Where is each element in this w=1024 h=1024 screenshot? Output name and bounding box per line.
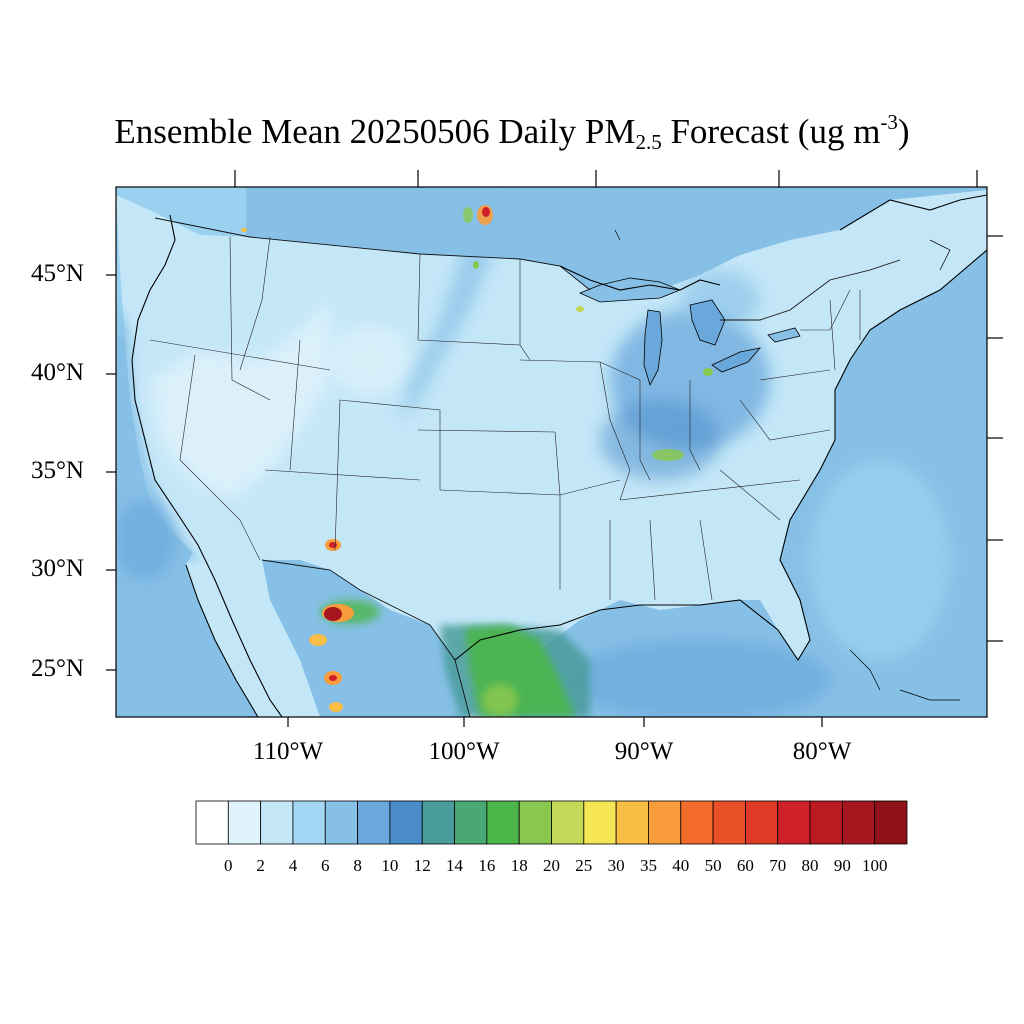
coastlines (131, 194, 987, 717)
colorbar-swatch (809, 800, 843, 845)
colorbar-swatch (486, 800, 520, 845)
fire-hotspot-d-core (329, 675, 337, 681)
fire-hotspot-a-core (324, 607, 342, 621)
colorbar-tick-label: 4 (288, 856, 298, 875)
map-title: Ensemble Mean 20250506 Daily PM2.5 Forec… (114, 110, 910, 154)
colorbar-swatch (777, 800, 811, 845)
colorbar-tick-label: 100 (861, 856, 888, 875)
lat-label-40n: 40°N (30, 359, 84, 386)
colorbar-swatch (745, 800, 779, 845)
colorbar-tick-label: 0 (224, 856, 233, 875)
fire-hotspot-north-core (482, 207, 490, 217)
socal-offshore-band (116, 500, 175, 580)
lake-ontario (767, 327, 801, 343)
colorbar-tick-label: 14 (446, 856, 463, 875)
map-frame (115, 186, 988, 718)
colorbar-tick-label: 2 (256, 856, 265, 875)
colorbar-tick-label: 10 (381, 856, 399, 875)
gulf-dark-band (570, 640, 830, 717)
lat-label-30n: 30°N (30, 555, 84, 582)
ohio-hotspot (703, 368, 713, 376)
state-boundaries (149, 236, 861, 601)
fire-hotspot-north-west (463, 207, 473, 223)
atlantic-light-band (810, 460, 950, 660)
colorbar-tick-label: 50 (704, 856, 722, 875)
lon-label-90w: 90°W (614, 738, 674, 765)
small-hotspot-wisconsin (576, 306, 584, 312)
pacific-coast-band (116, 300, 200, 560)
colorbar-tick-label: 90 (833, 856, 851, 875)
small-hotspot-plains (473, 261, 479, 269)
colorbar-tick-label: 12 (413, 856, 431, 875)
colorbar-tick-label: 60 (736, 856, 754, 875)
lake-erie (711, 347, 762, 373)
small-hotspot-west (241, 228, 247, 232)
kentucky-hotspots (652, 449, 684, 461)
colorbar-swatch (454, 800, 488, 845)
colorbar-swatch (712, 800, 746, 845)
colorbar-tick-label: 35 (640, 856, 657, 875)
colorbar-swatch (195, 800, 229, 845)
lat-label-35n: 35°N (30, 457, 84, 484)
colorbar-tick-label: 30 (607, 856, 625, 875)
baja-land (186, 548, 282, 717)
colorbar-tick-label: 70 (769, 856, 787, 875)
fire-hotspot-e (329, 702, 343, 712)
colorbar-swatch (260, 800, 294, 845)
lon-label-110w: 110°W (252, 738, 324, 765)
colorbar-swatch (357, 800, 391, 845)
colorbar-tick-label: 16 (478, 856, 496, 875)
lat-label-45n: 45°N (30, 260, 84, 287)
colorbar-swatch (648, 800, 682, 845)
colorbar-tick-label: 80 (801, 856, 819, 875)
land-mass (116, 190, 987, 717)
axis-ticks (106, 170, 1003, 727)
coast-details (614, 229, 960, 701)
fire-hotspot-b-core (329, 542, 337, 548)
colorbar-tick-label: 25 (575, 856, 593, 875)
colorbar-swatch (324, 800, 358, 845)
west-interior-shade (150, 300, 330, 500)
lat-label-25n: 25°N (30, 655, 84, 682)
colorbar (195, 800, 908, 845)
map-plot-area (116, 187, 987, 717)
colorbar-swatch (841, 800, 876, 845)
colorbar-swatch (389, 800, 423, 845)
lon-label-80w: 80°W (792, 738, 852, 765)
colorbar-swatch (551, 800, 585, 845)
lake-huron (689, 299, 726, 346)
colorbar-tick-label: 6 (321, 856, 330, 875)
texas-plume-core (482, 684, 518, 716)
colorbar-tick-label: 40 (672, 856, 690, 875)
wyoming-shade (330, 325, 410, 395)
colorbar-swatch (583, 800, 617, 845)
lake-michigan (643, 309, 663, 387)
colorbar-swatch (227, 800, 262, 845)
colorbar-tick-label: 20 (543, 856, 560, 875)
colorbar-tick-label: 18 (510, 856, 528, 875)
colorbar-tick-label: 8 (353, 856, 362, 875)
colorbar-swatch (874, 800, 908, 845)
colorbar-swatch (421, 800, 455, 845)
colorbar-swatch (680, 800, 714, 845)
colorbar-swatch (615, 800, 649, 845)
northern-plains-plume (400, 200, 500, 420)
colorbar-swatch (518, 800, 552, 845)
lon-label-100w: 100°W (428, 738, 500, 765)
fire-hotspot-c (309, 634, 327, 646)
colorbar-swatch (292, 800, 326, 845)
